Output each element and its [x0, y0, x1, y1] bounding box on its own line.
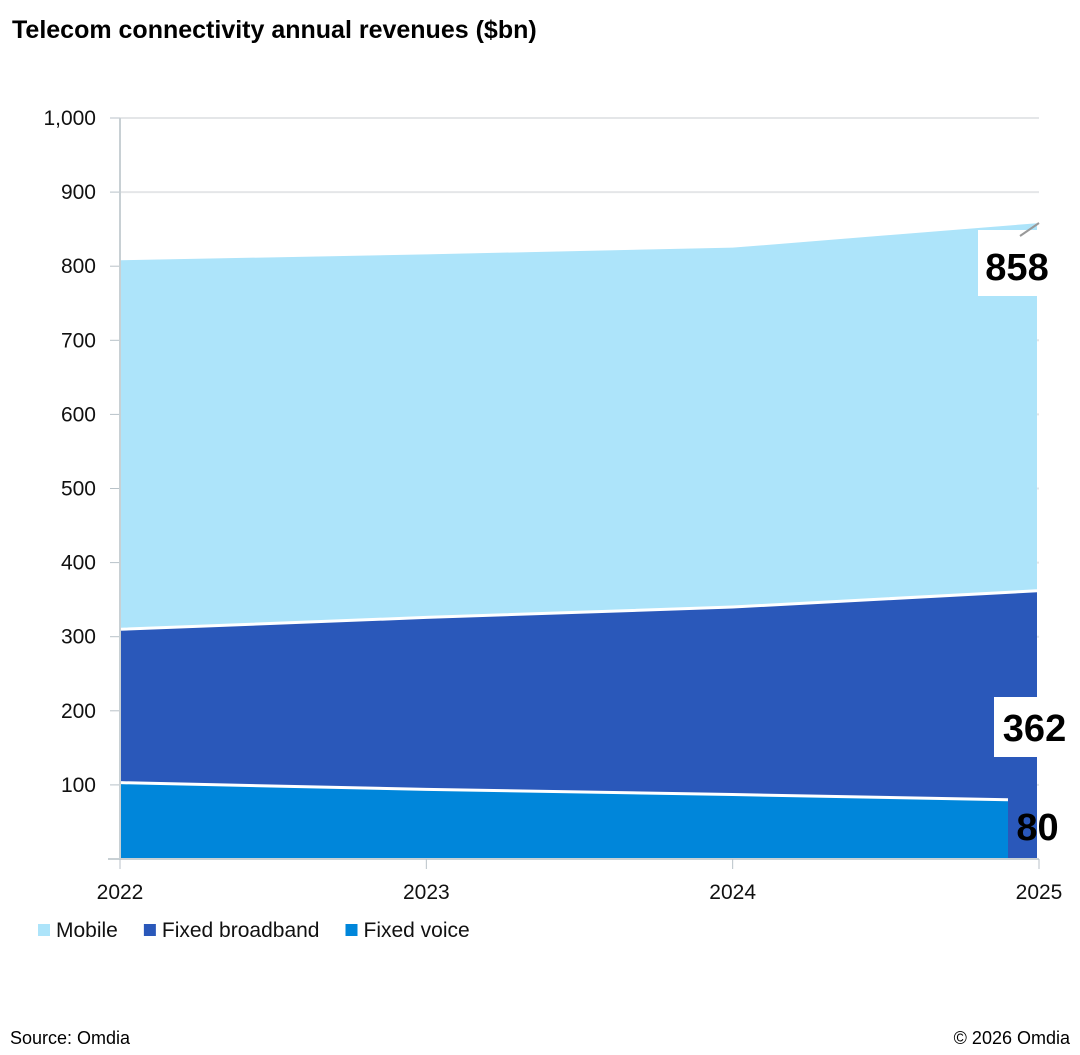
- data-label-fixed-voice: 80: [1016, 807, 1058, 849]
- area-top-edge: [120, 781, 1009, 802]
- x-tick-label: 2025: [1016, 881, 1063, 904]
- y-tick-label: 300: [61, 626, 96, 649]
- label-leader-line: [1019, 222, 1040, 237]
- x-tick-label: 2024: [709, 881, 756, 904]
- x-tick-label: 2023: [403, 881, 450, 904]
- y-tick-label: 800: [61, 255, 96, 278]
- y-tick-label: 900: [61, 181, 96, 204]
- data-label-fixed-broadband: 362: [1003, 708, 1066, 750]
- y-tick-label: 600: [61, 403, 96, 426]
- y-tick-label: 400: [61, 552, 96, 575]
- area-top-edge: [120, 589, 1038, 631]
- legend-swatch: [143, 924, 156, 936]
- x-tick-label: 2022: [97, 881, 144, 904]
- legend-label: Fixed voice: [364, 919, 470, 942]
- y-tick-label: 1,000: [43, 107, 96, 130]
- legend-label: Mobile: [56, 919, 118, 942]
- data-label-box: [978, 230, 1056, 296]
- copyright: © 2026 Omdia: [953, 1028, 1070, 1048]
- legend-swatch: [38, 924, 50, 936]
- legend-swatch: [345, 924, 358, 936]
- data-label-mobile: 858: [985, 247, 1048, 289]
- y-tick-label: 500: [61, 478, 96, 501]
- source-note: Source: Omdia: [10, 1028, 131, 1048]
- chart-title: Telecom connectivity annual revenues ($b…: [12, 16, 537, 44]
- legend-label: Fixed broadband: [162, 919, 320, 942]
- data-label-box: [994, 697, 1075, 757]
- y-tick-label: 700: [61, 329, 96, 352]
- y-tick-label: 100: [61, 774, 96, 797]
- y-tick-label: 200: [61, 700, 96, 723]
- area-fixed-voice: [121, 782, 1008, 859]
